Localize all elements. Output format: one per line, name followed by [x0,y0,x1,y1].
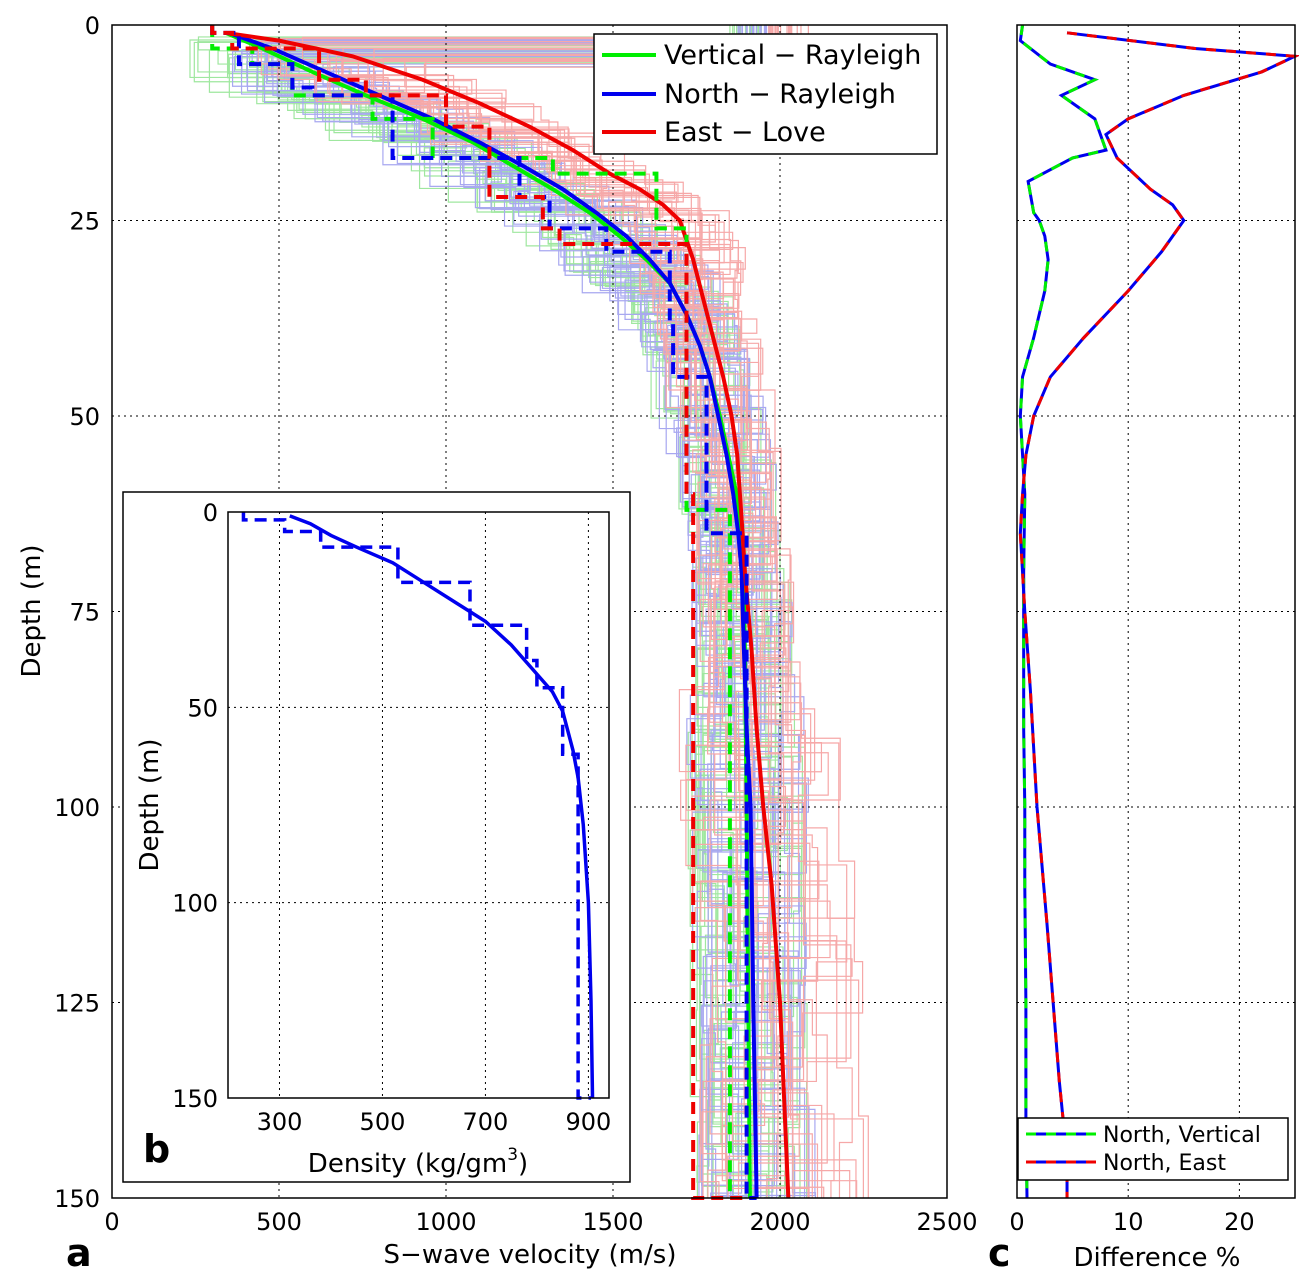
ensemble-model-line [266,25,817,1198]
tick-labels: 0 10 20 [1009,1208,1254,1236]
x-tick-label: 900 [565,1108,611,1136]
panel-letter-a: a [66,1231,92,1275]
legend: Vertical − Rayleigh North − Rayleigh Eas… [593,33,938,155]
x-tick-label: 20 [1224,1208,1255,1236]
ensemble-model-line [277,25,853,1198]
legend-item-east-love: East − Love [664,117,826,148]
panel-letter-b: b [143,1127,170,1171]
panel-letter-c: c [988,1231,1011,1275]
y-tick-label: 100 [54,794,100,822]
ensemble-model-line [409,25,852,1198]
x-axis-label: Density (kg/gm3) [308,1145,528,1179]
series-line-dash [1018,24,1108,1199]
x-tick-label: 2000 [749,1208,810,1236]
y-tick-label: 125 [54,990,100,1018]
series-group [241,512,595,1100]
series-line-dash [1018,31,1299,1198]
y-tick-label: 75 [69,599,100,627]
series-layered-dashed-line [210,25,747,1200]
axes-box [227,511,610,1099]
ensemble-model-line [341,25,848,1198]
x-tick-label: 700 [463,1108,509,1136]
y-tick-label: 150 [54,1185,100,1213]
x-tick-label: 2500 [916,1208,977,1236]
y-axis-label: Depth (m) [135,738,165,871]
panel-b-density-inset: 300 500 700 900 0 50 100 150 Density (kg/gm3) D… [122,491,631,1183]
y-tick-label: 100 [172,890,218,918]
ensemble-model-line [382,25,813,1198]
legend-item-north-vertical: North, Vertical [1103,1123,1261,1148]
x-tick-label: 300 [257,1108,303,1136]
series-layered-dashed-line [210,25,757,1200]
x-axis-label: Difference % [1073,1243,1240,1273]
ensemble-model-line [404,25,828,1198]
y-tick-label: 150 [172,1085,218,1113]
y-axis-label: Depth (m) [17,544,47,677]
x-tick-label: 0 [104,1208,119,1236]
x-tick-label: 0 [1009,1208,1024,1236]
series-smooth-line [289,514,595,1099]
y-tick-label: 0 [203,499,218,527]
inset-frame [122,491,631,1183]
y-tick-label: 50 [187,694,218,722]
ensemble-model-line [315,25,847,1198]
series-group [210,25,791,1200]
y-tick-label: 25 [69,208,100,236]
tick-labels: 300 500 700 900 0 50 100 150 [172,499,611,1136]
axes-box [1016,24,1296,1199]
legend: North, Vertical North, East [1017,1117,1289,1181]
panel-c-difference-plot: 0 10 20 Difference % c North, Vertical Nor… [988,24,1299,1275]
grid [228,512,609,1098]
x-tick-label: 1000 [415,1208,476,1236]
y-tick-label: 50 [69,403,100,431]
axes-box [111,24,948,1199]
x-tick-label: 500 [360,1108,406,1136]
series-group [1018,24,1299,1199]
x-tick-label: 10 [1113,1208,1144,1236]
legend-item-north-east: North, East [1103,1151,1226,1176]
grid [1017,25,1295,1198]
x-tick-label: 500 [256,1208,302,1236]
series-smooth-line [225,30,791,1199]
ensemble-model-line [241,25,770,1198]
x-axis-label: S−wave velocity (m/s) [384,1240,677,1270]
y-tick-label: 0 [85,12,100,40]
ensemble-model-line [342,25,864,1198]
legend-item-vertical-rayleigh: Vertical − Rayleigh [664,40,921,71]
x-tick-label: 1500 [582,1208,643,1236]
ensemble-model-line [357,25,864,1198]
ensemble-model-line [367,25,790,1198]
series-layered-dashed-line [241,512,591,1100]
legend-item-north-rayleigh: North − Rayleigh [664,79,896,110]
